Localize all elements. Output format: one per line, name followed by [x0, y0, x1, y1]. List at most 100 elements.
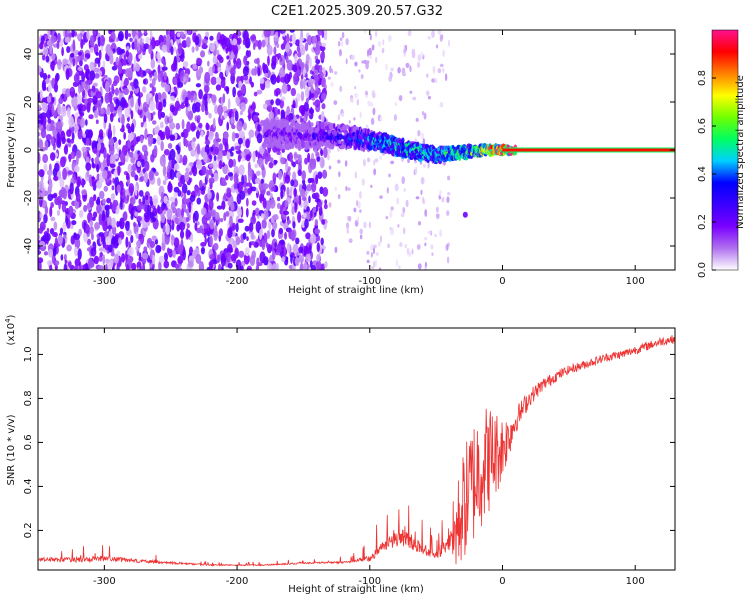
colorbar-tick-label: 0.4: [697, 166, 708, 182]
spectrogram-noise-cell: [81, 178, 85, 188]
spectrogram-noise-cell: [104, 80, 110, 93]
spectrogram-noise-cell: [65, 68, 70, 81]
spectrogram-noise-cell: [91, 175, 95, 188]
spectrogram-noise-cell: [233, 172, 239, 184]
spectrogram-noise-cell: [53, 192, 58, 198]
spectrogram-noise-cell: [276, 196, 281, 202]
spectrogram-noise-cell: [94, 73, 100, 79]
spectrogram-sparse-cell: [370, 252, 373, 258]
snr-y-label: SNR (10 * v/v): [6, 414, 17, 485]
x-tick-label: 0: [499, 576, 505, 587]
spectrogram-noise-cell: [288, 152, 293, 162]
spectrogram-noise-cell: [99, 34, 105, 47]
spectrogram-noise-cell: [237, 137, 243, 145]
y-tick-label: 0.8: [23, 390, 34, 406]
spectrogram-noise-cell: [161, 202, 166, 211]
spectrogram-noise-cell: [223, 112, 228, 119]
spectrogram-sparse-cell: [337, 41, 341, 47]
spectrogram-noise-cell: [77, 55, 81, 63]
spectrogram-sparse-cell: [421, 196, 425, 204]
spectrogram-noise-cell: [105, 236, 112, 245]
spectrogram-noise-cell: [241, 151, 245, 158]
spectrogram-noise-cell: [209, 163, 214, 168]
spectrogram-noise-cell: [118, 237, 122, 245]
spectrogram-noise-cell: [240, 238, 244, 244]
spectrogram-noise-cell: [291, 206, 295, 215]
x-tick-label: 0: [499, 276, 505, 287]
spectrogram-noise-cell: [149, 83, 154, 88]
spectrogram-x-label: Height of straight line (km): [288, 285, 424, 296]
spectrogram-noise-cell: [228, 110, 232, 119]
colorbar-tick-label: 0.0: [697, 262, 708, 278]
spectrogram-noise-cell: [247, 187, 252, 195]
spectrogram-noise-cell: [76, 33, 81, 40]
spectrogram-noise-cell: [66, 107, 71, 118]
spectrogram-noise-cell: [190, 234, 194, 243]
spectrogram-sparse-cell: [359, 191, 362, 199]
spectrogram-noise-cell: [280, 109, 286, 118]
spectrogram-noise-cell: [208, 99, 211, 104]
spectrogram-noise-cell: [160, 140, 164, 152]
spectrogram-noise-cell: [204, 71, 211, 84]
spectrogram-noise-cell: [218, 150, 223, 160]
spectrogram-noise-cell: [81, 146, 87, 153]
spectrogram-noise-cell: [241, 260, 246, 267]
spectrogram-noise-cell: [89, 129, 93, 139]
spectrogram-noise-cell: [262, 62, 266, 72]
spectrogram-noise-cell: [112, 48, 116, 53]
spectrogram-noise-cell: [286, 41, 290, 53]
spectrogram-noise-cell: [38, 169, 45, 178]
spectrogram-noise-cell: [274, 242, 277, 248]
carrier-cell: [299, 132, 303, 137]
spectrogram-noise-cell: [83, 204, 88, 213]
spectrogram-noise-cell: [180, 174, 186, 185]
spectrogram-noise-cell: [57, 32, 61, 43]
spectrogram-noise-cell: [125, 50, 130, 58]
spectrogram-sparse-cell: [393, 114, 397, 121]
spectrogram-noise-cell: [135, 63, 141, 72]
spectrogram-noise-cell: [233, 44, 239, 56]
spectrogram-noise-cell: [275, 98, 281, 106]
spectrogram-noise-cell: [71, 132, 75, 141]
spectrogram-noise-cell: [182, 61, 189, 68]
spectrogram-noise-cell: [38, 131, 41, 137]
spectrogram-noise-cell: [264, 156, 269, 165]
spectrogram-noise-cell: [137, 41, 141, 52]
spectrogram-noise-cell: [53, 109, 57, 118]
spectrogram-noise-cell: [77, 84, 82, 94]
snr-background: [38, 328, 675, 570]
snr-panel: -300 -200 -100 0 100 0.20.40.60.81.0 Height …: [4, 314, 676, 595]
spectrogram-sparse-cell: [363, 221, 367, 229]
spectrogram-noise-cell: [123, 132, 127, 140]
spectrogram-noise-cell: [148, 170, 154, 181]
spectrogram-sparse-cell: [417, 61, 421, 68]
spectrogram-noise-cell: [130, 144, 135, 152]
spectrogram-sparse-cell: [411, 48, 416, 57]
spectrogram-noise-cell: [63, 234, 67, 240]
spectrogram-noise-cell: [44, 34, 49, 40]
spectrogram-noise-cell: [112, 125, 116, 137]
spectrogram-noise-cell: [79, 85, 84, 93]
spectrogram-noise-cell: [275, 31, 279, 37]
spectrogram-noise-cell: [228, 210, 235, 219]
spectrogram-noise-cell: [134, 174, 139, 181]
spectrogram-noise-cell: [98, 49, 102, 60]
spectrogram-noise-cell: [281, 96, 286, 101]
spectrogram-sparse-cell: [368, 55, 372, 60]
spectrogram-sparse-cell: [425, 90, 430, 96]
spectrogram-noise-cell: [279, 57, 283, 62]
spectrogram-noise-cell: [158, 260, 162, 270]
spectrogram-sparse-cell: [447, 175, 451, 181]
spectrogram-noise-cell: [164, 125, 170, 136]
spectrogram-sparse-cell: [442, 161, 446, 166]
spectrogram-noise-cell: [239, 110, 243, 116]
spectrogram-noise-cell: [173, 76, 178, 86]
spectrogram-noise-cell: [283, 246, 287, 258]
spectrogram-noise-cell: [303, 101, 309, 112]
spectrogram-noise-cell: [75, 57, 78, 67]
spectrogram-sparse-cell: [345, 186, 348, 192]
spectrogram-noise-cell: [253, 91, 258, 97]
spectrogram-noise-cell: [86, 102, 91, 113]
spectrogram-noise-cell: [314, 75, 318, 87]
spectrogram-noise-cell: [142, 195, 146, 205]
